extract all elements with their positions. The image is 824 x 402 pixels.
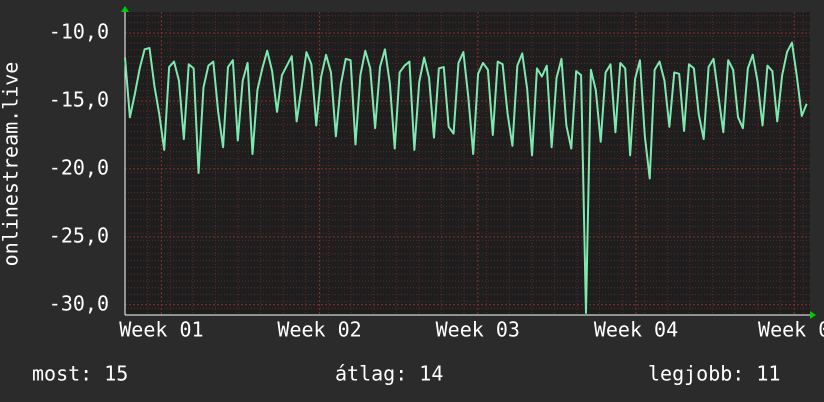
y-tick-label: -15,0 — [49, 87, 109, 111]
line-series — [124, 41, 808, 314]
x-tick-label: Week 02 — [277, 318, 361, 342]
y-axis-label: onlinestream.live — [0, 62, 23, 267]
stat-average: átlag: 14 — [335, 362, 443, 386]
x-tick-label: Week 04 — [594, 318, 678, 342]
y-tick-label: -10,0 — [49, 20, 109, 44]
plot-area — [125, 12, 810, 315]
stat-best: legjobb: 11 — [648, 362, 780, 386]
stat-current: most: 15 — [32, 362, 128, 386]
x-axis-arrow — [810, 311, 816, 319]
x-tick-label: Week 0 — [758, 318, 824, 342]
x-tick-label: Week 01 — [119, 318, 203, 342]
y-tick-label: -25,0 — [49, 223, 109, 247]
plot: -30,0 -25,0 -20,0 -15,0 -10,0 Week 01 Week 02 W… — [49, 12, 824, 342]
y-axis-arrow — [121, 6, 129, 12]
y-tick-label: -20,0 — [49, 155, 109, 179]
x-tick-label: Week 03 — [436, 318, 520, 342]
y-tick-label: -30,0 — [49, 291, 109, 315]
